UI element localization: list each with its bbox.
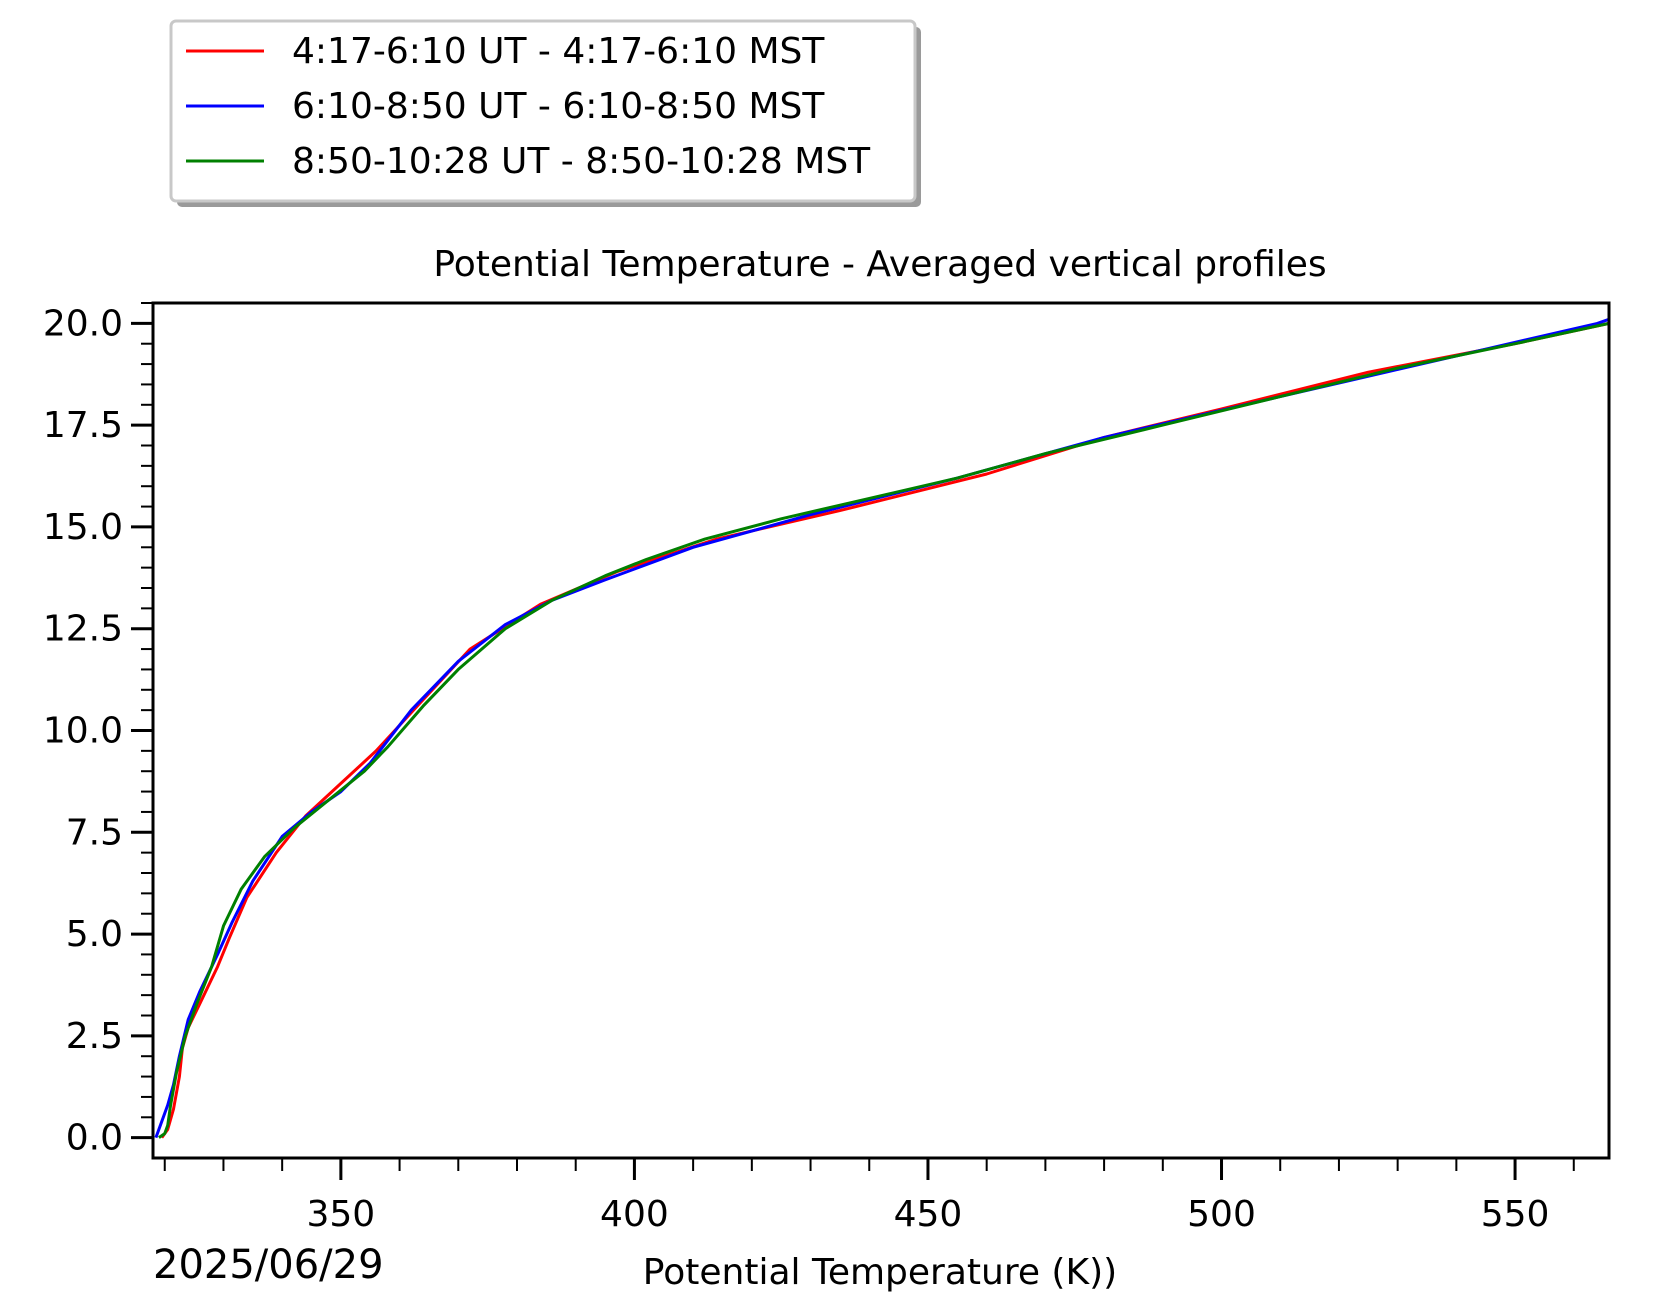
chart-title: Potential Temperature - Averaged vertica… <box>433 244 1326 285</box>
y-tick-label: 20.0 <box>43 303 123 344</box>
series-line-1 <box>154 317 1610 1139</box>
legend: 4:17-6:10 UT - 4:17-6:10 MST 6:10-8:50 U… <box>169 19 921 207</box>
x-tick-label: 350 <box>307 1194 376 1235</box>
y-tick-label: 15.0 <box>43 507 123 548</box>
y-tick-label: 10.0 <box>43 711 123 752</box>
legend-box <box>169 19 917 203</box>
series-layer <box>154 317 1610 1139</box>
x-tick-label: 550 <box>1481 1194 1550 1235</box>
series-line-2 <box>158 321 1610 1139</box>
y-tick-label: 2.5 <box>66 1016 123 1057</box>
y-tick-label: 12.5 <box>43 609 123 650</box>
legend-label-1: 6:10-8:50 UT - 6:10-8:50 MST <box>292 86 825 127</box>
x-axis-label: Potential Temperature (K)) <box>643 1252 1117 1293</box>
y-tick-label: 17.5 <box>43 405 123 446</box>
plot-frame <box>151 301 1611 1160</box>
x-tick-label: 500 <box>1187 1194 1256 1235</box>
y-tick-label: 7.5 <box>66 812 123 853</box>
legend-label-0: 4:17-6:10 UT - 4:17-6:10 MST <box>292 31 825 72</box>
x-tick-label: 400 <box>600 1194 669 1235</box>
date-label: 2025/06/29 <box>153 1242 384 1288</box>
y-tick-label: 5.0 <box>66 914 123 955</box>
y-tick-label: 0.0 <box>66 1118 123 1159</box>
legend-label-2: 8:50-10:28 UT - 8:50-10:28 MST <box>292 141 871 182</box>
x-tick-label: 450 <box>894 1194 963 1235</box>
axis-layer: 0.0 2.5 5.0 7.5 10.0 12.5 15.0 17.5 20.0 350 400 45… <box>43 302 1575 1235</box>
series-line-0 <box>160 321 1610 1139</box>
